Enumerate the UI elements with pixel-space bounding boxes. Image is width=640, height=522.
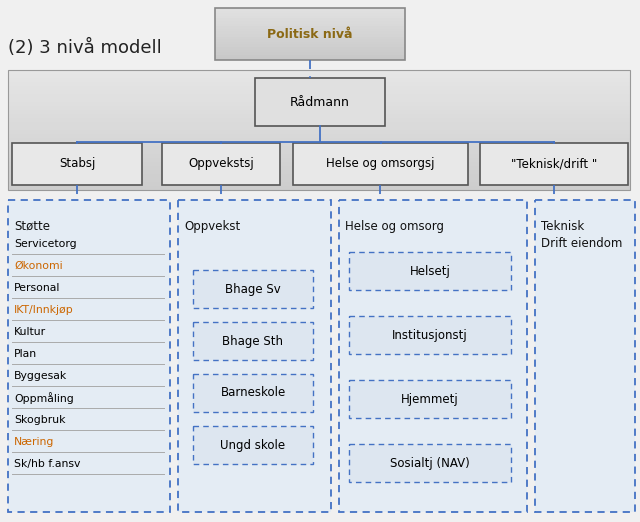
Bar xyxy=(8,90,630,94)
Bar xyxy=(8,200,170,512)
Text: Skogbruk: Skogbruk xyxy=(14,415,65,425)
Bar xyxy=(162,143,280,185)
Text: Servicetorg: Servicetorg xyxy=(14,239,77,249)
Bar xyxy=(8,142,630,146)
Bar xyxy=(8,114,630,118)
Bar xyxy=(8,110,630,114)
Bar xyxy=(349,380,511,418)
Bar xyxy=(8,74,630,78)
Bar xyxy=(215,31,405,34)
Bar xyxy=(8,130,630,134)
Bar xyxy=(215,44,405,47)
Text: Rådmann: Rådmann xyxy=(290,96,350,109)
Bar xyxy=(8,106,630,110)
Bar xyxy=(8,122,630,126)
Bar xyxy=(8,150,630,154)
Bar xyxy=(8,158,630,162)
Bar xyxy=(349,252,511,290)
Bar xyxy=(8,70,630,190)
Bar xyxy=(255,78,385,126)
Bar xyxy=(8,78,630,82)
Bar xyxy=(215,8,405,60)
Bar xyxy=(215,47,405,50)
Bar xyxy=(8,170,630,174)
Text: Helse og omsorg: Helse og omsorg xyxy=(345,220,444,233)
Text: "Teknisk/drift ": "Teknisk/drift " xyxy=(511,158,597,171)
Bar xyxy=(215,23,405,26)
Bar xyxy=(215,16,405,18)
Text: Teknisk
Drift eiendom: Teknisk Drift eiendom xyxy=(541,220,622,250)
Text: Institusjonstj: Institusjonstj xyxy=(392,328,468,341)
Bar xyxy=(8,178,630,182)
Bar xyxy=(535,200,635,512)
Text: Hjemmetj: Hjemmetj xyxy=(401,393,459,406)
Text: Kultur: Kultur xyxy=(14,327,46,337)
Bar xyxy=(8,146,630,150)
Text: Helse og omsorgsj: Helse og omsorgsj xyxy=(326,158,435,171)
Bar xyxy=(8,186,630,190)
Text: Næring: Næring xyxy=(14,437,54,447)
Bar xyxy=(193,426,313,464)
Bar xyxy=(349,444,511,482)
Text: Plan: Plan xyxy=(14,349,37,359)
Text: Politisk nivå: Politisk nivå xyxy=(268,28,353,41)
Bar xyxy=(193,322,313,360)
Bar xyxy=(8,98,630,102)
Bar xyxy=(8,162,630,166)
Text: Sosialtj (NAV): Sosialtj (NAV) xyxy=(390,457,470,469)
Text: IKT/Innkjøp: IKT/Innkjøp xyxy=(14,305,74,315)
Bar xyxy=(215,26,405,29)
Bar xyxy=(339,200,527,512)
Bar xyxy=(215,50,405,52)
Bar xyxy=(349,316,511,354)
Bar xyxy=(8,174,630,178)
Bar xyxy=(215,57,405,60)
Text: Personal: Personal xyxy=(14,283,60,293)
Bar xyxy=(215,52,405,55)
Bar xyxy=(193,270,313,308)
Bar xyxy=(293,143,468,185)
Bar xyxy=(193,374,313,412)
Bar xyxy=(8,126,630,130)
Bar xyxy=(215,37,405,39)
Bar xyxy=(8,138,630,142)
Bar xyxy=(8,70,630,74)
Text: Bhage Sv: Bhage Sv xyxy=(225,282,281,295)
Bar xyxy=(8,182,630,186)
Text: Oppvekst: Oppvekst xyxy=(184,220,240,233)
Bar xyxy=(12,143,142,185)
Bar xyxy=(215,29,405,31)
Bar xyxy=(8,154,630,158)
Bar xyxy=(8,134,630,138)
Bar xyxy=(215,21,405,23)
Bar xyxy=(215,13,405,16)
Text: Oppmåling: Oppmåling xyxy=(14,392,74,404)
Text: Bhage Sth: Bhage Sth xyxy=(223,335,284,348)
Text: Ungd skole: Ungd skole xyxy=(220,438,285,452)
Bar xyxy=(480,143,628,185)
Text: Barneskole: Barneskole xyxy=(220,386,285,399)
Bar xyxy=(215,10,405,13)
Text: Økonomi: Økonomi xyxy=(14,261,63,271)
Bar xyxy=(8,82,630,86)
Bar xyxy=(178,200,331,512)
Text: Stabsj: Stabsj xyxy=(59,158,95,171)
Bar xyxy=(8,166,630,170)
Bar xyxy=(8,86,630,90)
Bar xyxy=(215,42,405,44)
Bar xyxy=(8,94,630,98)
Text: Helsetj: Helsetj xyxy=(410,265,451,278)
Text: (2) 3 nivå modell: (2) 3 nivå modell xyxy=(8,39,162,57)
Bar xyxy=(215,8,405,10)
Bar xyxy=(8,102,630,106)
Text: Byggesak: Byggesak xyxy=(14,371,67,381)
Bar xyxy=(8,118,630,122)
Bar xyxy=(215,34,405,37)
Text: Støtte: Støtte xyxy=(14,220,50,233)
Text: Sk/hb f.ansv: Sk/hb f.ansv xyxy=(14,459,81,469)
Text: Oppvekstsj: Oppvekstsj xyxy=(188,158,254,171)
Bar xyxy=(215,39,405,42)
Bar xyxy=(215,55,405,57)
Bar xyxy=(215,18,405,21)
